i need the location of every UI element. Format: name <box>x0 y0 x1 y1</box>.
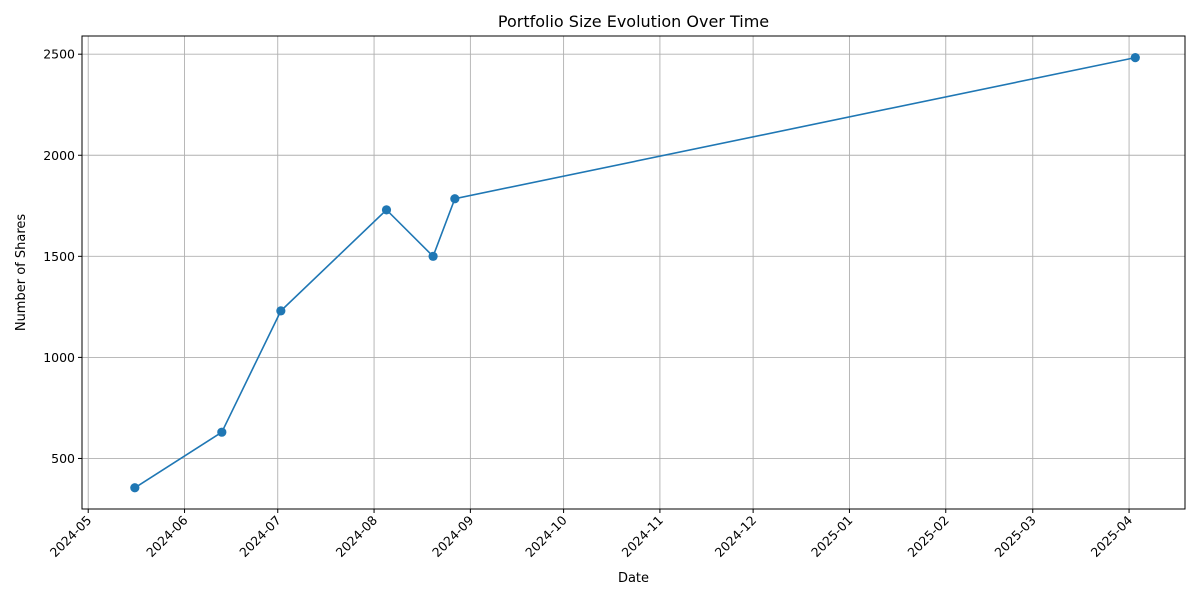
x-axis: 2024-05 2024-06 2024-07 2024-08 2024-09 2024-… <box>47 509 1135 560</box>
x-tick-label: 2025-04 <box>1088 512 1136 560</box>
y-tick-label: 2500 <box>43 47 75 62</box>
x-tick-label: 2024-05 <box>47 513 95 561</box>
data-point <box>217 427 227 437</box>
data-point <box>276 306 286 316</box>
x-tick-label: 2024-07 <box>236 513 284 561</box>
data-point <box>450 194 460 204</box>
chart-title: Portfolio Size Evolution Over Time <box>498 12 769 31</box>
x-tick-label: 2024-06 <box>143 512 191 560</box>
x-tick-label: 2024-10 <box>522 512 570 560</box>
y-tick-label: 500 <box>51 451 75 466</box>
y-tick-label: 2000 <box>43 148 75 163</box>
series-layer <box>130 53 1140 493</box>
y-axis: 500 1000 1500 2000 2500 <box>43 47 82 466</box>
x-tick-label: 2024-12 <box>712 513 760 561</box>
series-line <box>134 56 1136 489</box>
x-tick-label: 2024-08 <box>333 512 381 560</box>
data-point <box>428 251 438 261</box>
data-point <box>381 205 392 215</box>
x-tick-label: 2024-11 <box>618 513 666 561</box>
x-axis-label: Date <box>618 571 649 586</box>
data-point <box>1130 53 1140 63</box>
data-point <box>130 483 140 493</box>
x-tick-label: 2025-03 <box>991 513 1039 561</box>
plot-frame <box>81 35 1186 510</box>
x-tick-label: 2024-09 <box>429 512 477 560</box>
y-axis-label: Number of Shares <box>14 214 29 332</box>
grid <box>82 36 1185 509</box>
x-tick-label: 2025-01 <box>808 513 856 561</box>
x-tick-label: 2025-02 <box>904 513 952 561</box>
y-tick-label: 1000 <box>43 350 75 365</box>
y-tick-label: 1500 <box>43 249 75 264</box>
